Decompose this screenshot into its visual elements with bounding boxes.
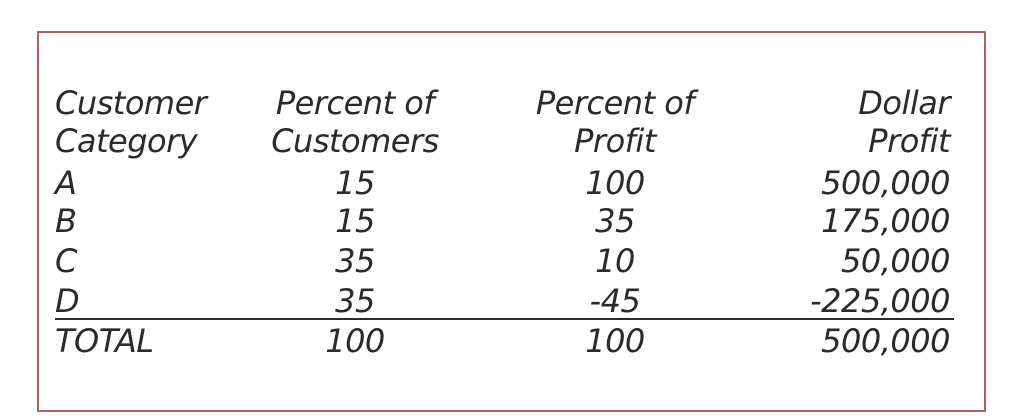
row-a-dollar-profit: 500,000 [821,164,950,202]
row-d-percent-profit: -45 [589,282,641,320]
total-percent-profit: 100 [585,322,645,360]
row-d-dollar-profit: -225,000 [810,282,950,320]
total-dollar-profit: 500,000 [821,322,950,360]
row-b-category: B [55,202,77,240]
table-frame [37,31,986,412]
header-customer-category-line1: Customer [55,84,207,122]
row-a-category: A [55,164,77,202]
row-c-percent-customers: 35 [335,242,375,280]
row-c-percent-profit: 10 [595,242,635,280]
total-divider [55,318,954,320]
header-dollar-profit-line1: Dollar [858,84,950,122]
row-d-percent-customers: 35 [335,282,375,320]
header-percent-customers-line2: Customers [271,122,439,160]
row-a-percent-profit: 100 [585,164,645,202]
total-label: TOTAL [55,322,154,360]
row-c-dollar-profit: 50,000 [841,242,950,280]
row-b-percent-profit: 35 [595,202,635,240]
header-dollar-profit-line2: Profit [868,122,950,160]
total-percent-customers: 100 [325,322,385,360]
header-percent-profit-line2: Profit [574,122,656,160]
row-c-category: C [55,242,77,280]
header-percent-profit-line1: Percent of [535,84,695,122]
row-d-category: D [55,282,80,320]
header-customer-category-line2: Category [55,122,198,160]
row-b-percent-customers: 15 [335,202,375,240]
row-a-percent-customers: 15 [335,164,375,202]
row-b-dollar-profit: 175,000 [821,202,950,240]
header-percent-customers-line1: Percent of [275,84,435,122]
